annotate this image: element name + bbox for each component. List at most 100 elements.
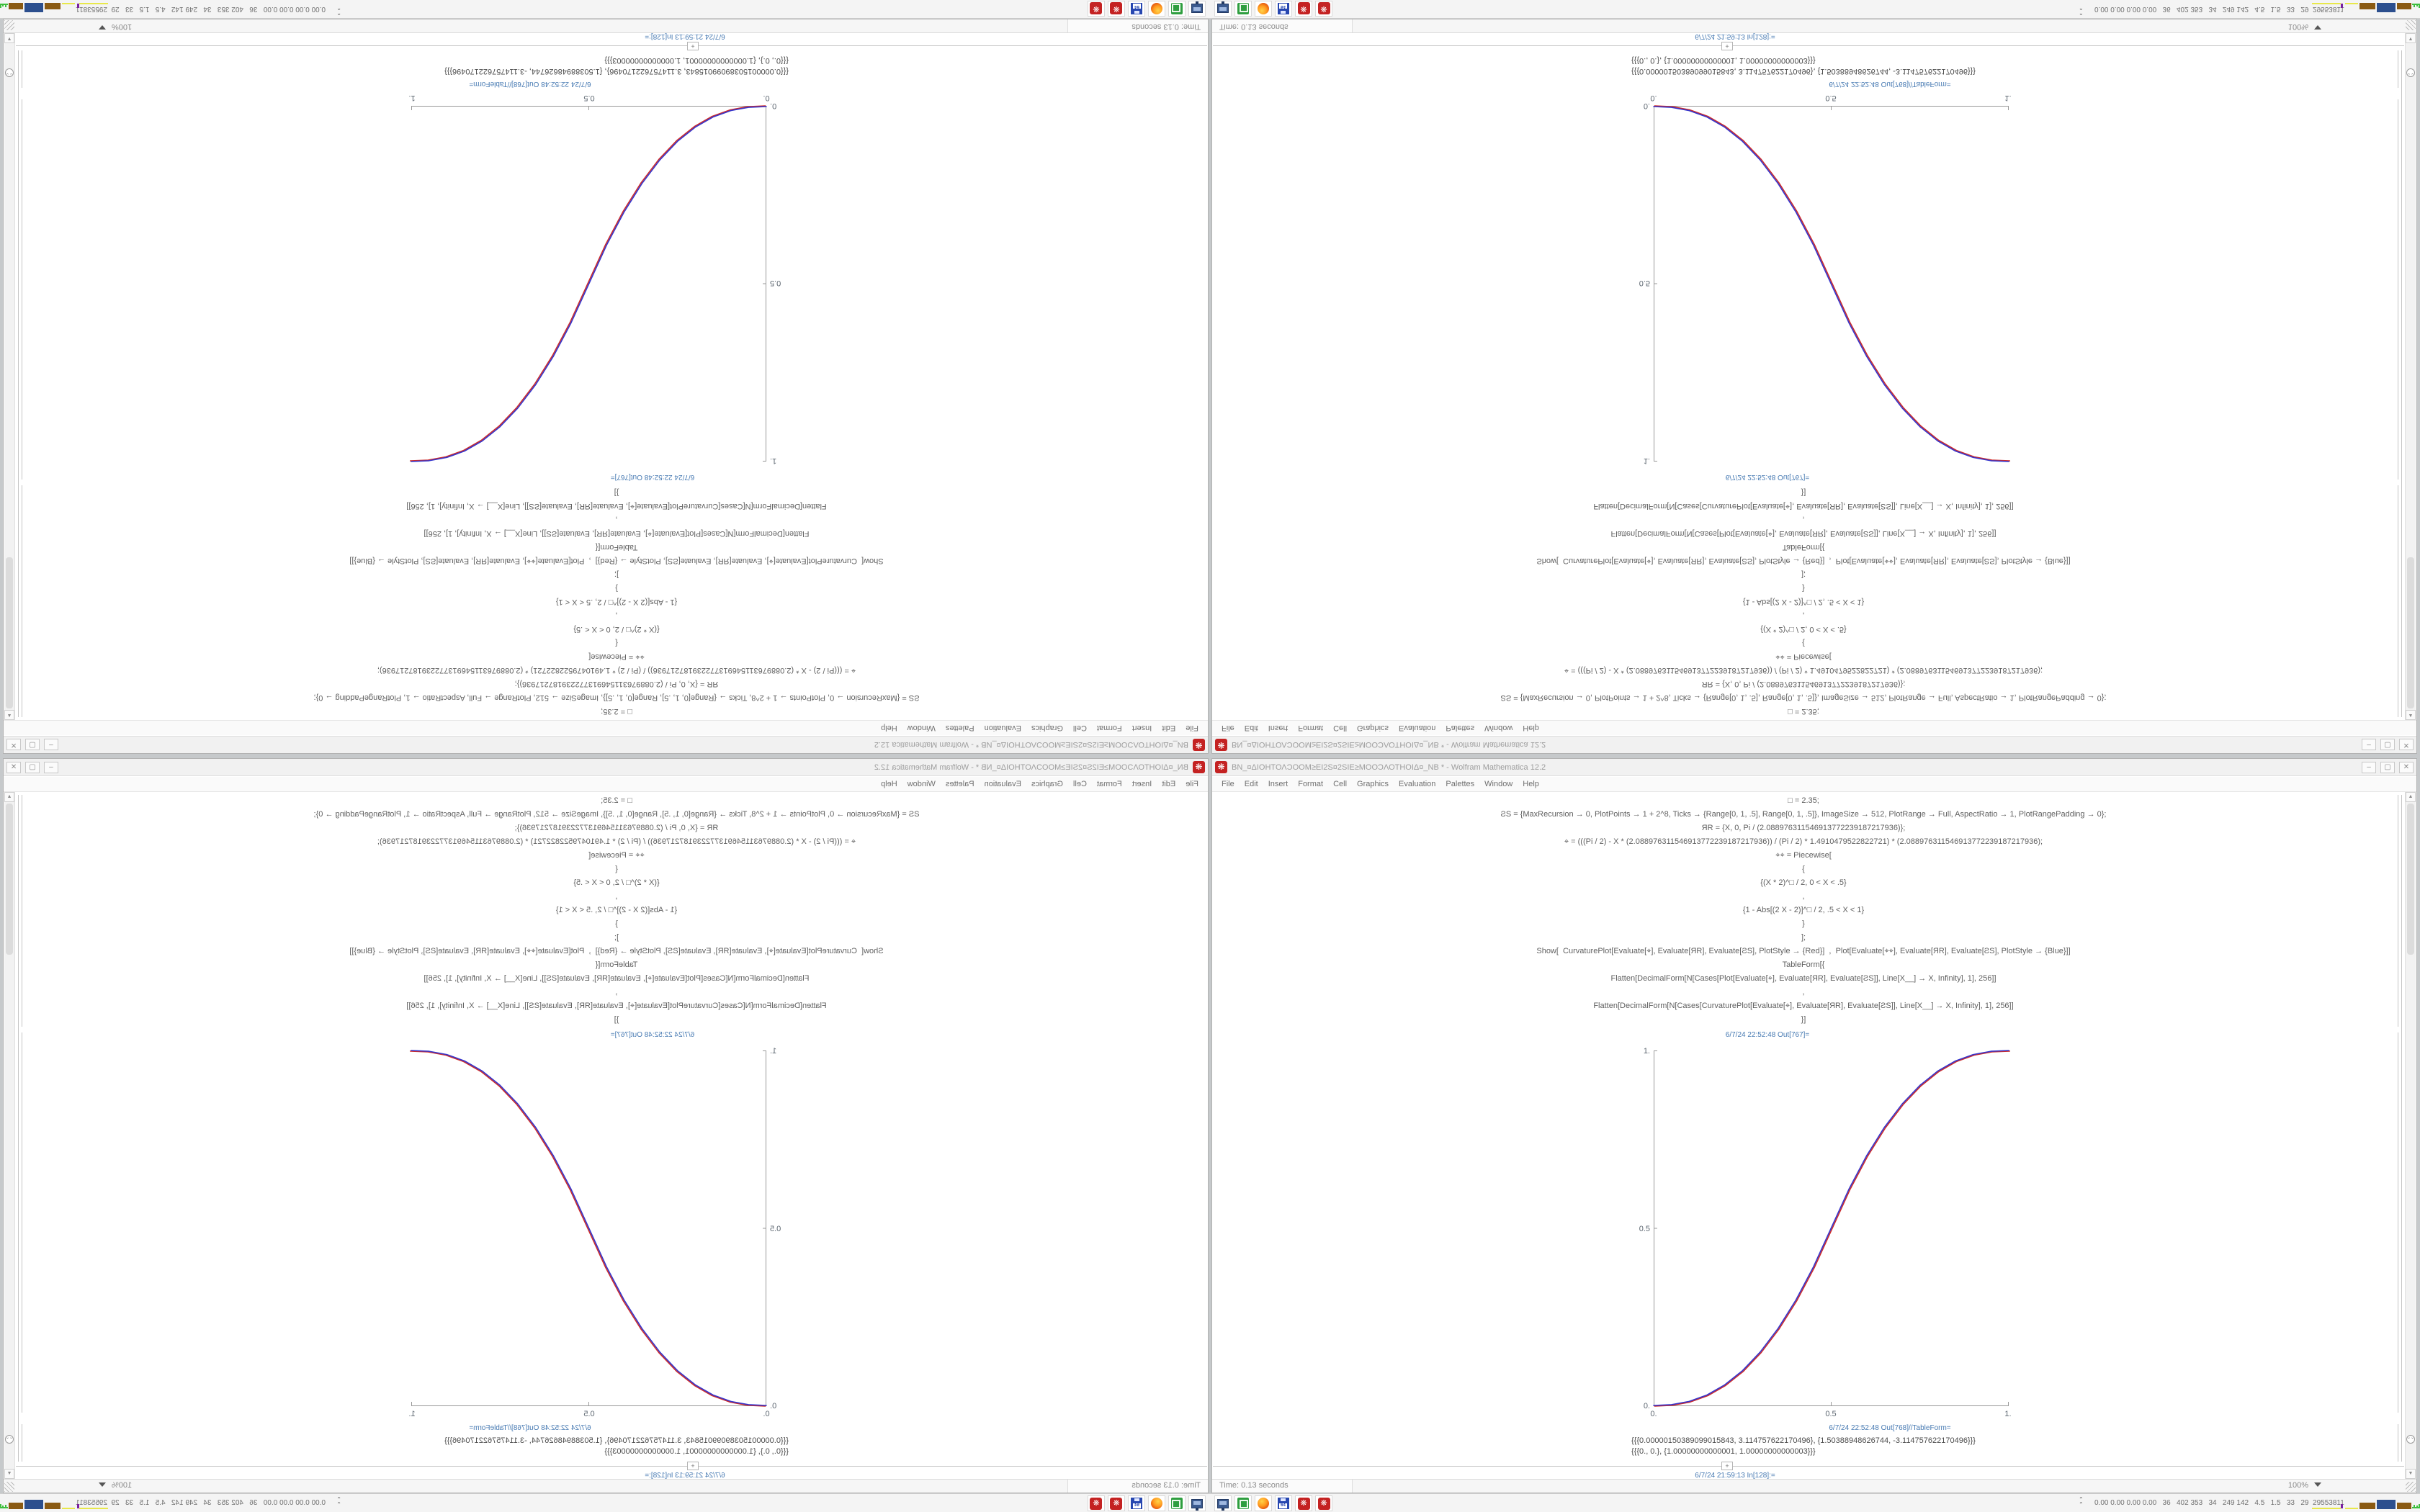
code-line[interactable]: □ = 2.35; bbox=[601, 796, 632, 805]
menu-item[interactable]: File bbox=[1222, 780, 1234, 788]
code-line[interactable]: } bbox=[1802, 919, 1805, 928]
taskbar-firefox-icon[interactable] bbox=[1255, 1495, 1272, 1511]
menu-item[interactable]: File bbox=[1186, 724, 1198, 732]
scroll-jump-icon[interactable]: ⌄⌄ bbox=[2406, 68, 2415, 77]
code-line[interactable]: ƧS = {MaxRecursion → 0, PlotPoints → 1 +… bbox=[1500, 693, 2107, 702]
notebook-content[interactable]: □ = 2.35; ƧS = {MaxRecursion → 0, PlotPoi… bbox=[4, 792, 1207, 1479]
taskbar-virtualbox-icon[interactable] bbox=[1234, 1, 1252, 17]
close-button[interactable]: ✕ bbox=[6, 761, 21, 773]
menu-item[interactable]: Evaluation bbox=[984, 780, 1021, 788]
menu-item[interactable]: Cell bbox=[1072, 780, 1087, 788]
zoom-dropdown-icon[interactable] bbox=[2314, 1482, 2321, 1487]
window-titlebar[interactable]: ❋ ΒΝ_¤ΔΙΟΗΤΟΛϽΟΟΜ≥ΕΙ2S¤2SΙΕ≥ΜΟΟϽΛΟΤΗΟΙΔ¤… bbox=[1212, 736, 2416, 753]
code-line[interactable]: ⌖⌖ = Piecewise[ bbox=[1775, 851, 1832, 860]
close-button[interactable]: ✕ bbox=[2399, 739, 2414, 751]
taskbar-mathematica-icon-1[interactable]: ❋ bbox=[1295, 1495, 1312, 1511]
code-line[interactable]: ⌖ = (((Pi / 2) - X * (2.0889763115469137… bbox=[377, 837, 856, 846]
taskbar-display-icon[interactable] bbox=[1188, 1, 1206, 17]
menu-item[interactable]: Palettes bbox=[1446, 780, 1475, 788]
close-button[interactable]: ✕ bbox=[6, 739, 21, 751]
menu-item[interactable]: Insert bbox=[1131, 780, 1152, 788]
scroll-down-icon[interactable]: ▼ bbox=[4, 1469, 14, 1479]
vertical-scrollbar[interactable]: ▲ ⌄⌄ ▼ bbox=[4, 792, 15, 1479]
input-cell-code[interactable]: □ = 2.35; ƧS = {MaxRecursion → 0, PlotPoi… bbox=[1213, 485, 2394, 718]
code-line[interactable]: ]; bbox=[614, 570, 619, 579]
code-line[interactable]: Flatten[DecimalForm[N[Cases[Plot[Evaluat… bbox=[424, 974, 810, 983]
menu-item[interactable]: Window bbox=[907, 724, 936, 732]
minimize-button[interactable]: – bbox=[44, 761, 58, 773]
scrollbar-thumb[interactable] bbox=[6, 804, 13, 955]
menu-item[interactable]: File bbox=[1222, 724, 1234, 732]
vertical-scrollbar[interactable]: ▲ ⌄⌄ ▼ bbox=[2405, 33, 2416, 720]
menu-item[interactable]: Palettes bbox=[945, 724, 974, 732]
code-line[interactable]: {(X * 2)^□ / 2, 0 < X < .5} bbox=[1760, 625, 1847, 634]
menu-item[interactable]: Graphics bbox=[1357, 724, 1389, 732]
code-line[interactable]: ƧS = {MaxRecursion → 0, PlotPoints → 1 +… bbox=[313, 693, 920, 702]
menu-item[interactable]: Insert bbox=[1268, 780, 1289, 788]
code-line[interactable]: }] bbox=[1801, 1015, 1806, 1024]
taskbar-firefox-icon[interactable] bbox=[1148, 1, 1165, 17]
taskbar-firefox-icon[interactable] bbox=[1255, 1, 1272, 17]
code-line[interactable]: ]; bbox=[614, 933, 619, 942]
code-line[interactable]: {1 - Abs[(2 X - 2)]^□ / 2, .5 < X < 1} bbox=[1742, 598, 1865, 606]
scrollbar-thumb[interactable] bbox=[6, 557, 13, 708]
code-line[interactable]: } bbox=[615, 584, 618, 593]
code-line[interactable]: ƧS = {MaxRecursion → 0, PlotPoints → 1 +… bbox=[313, 810, 920, 819]
menu-item[interactable]: Edit bbox=[1244, 724, 1258, 732]
code-line[interactable]: Show[ CurvaturePlot[Evaluate[⌖], Evaluat… bbox=[349, 557, 884, 565]
scroll-down-icon[interactable]: ▼ bbox=[4, 33, 14, 43]
code-line[interactable]: { bbox=[615, 639, 618, 647]
menu-item[interactable]: Format bbox=[1096, 780, 1122, 788]
taskbar-mathematica-icon-2[interactable]: ❋ bbox=[1315, 1495, 1332, 1511]
menu-item[interactable]: Help bbox=[1523, 724, 1539, 732]
resize-grip[interactable] bbox=[4, 1482, 14, 1492]
input-cell-code[interactable]: □ = 2.35; ƧS = {MaxRecursion → 0, PlotPoi… bbox=[26, 485, 1207, 718]
taskbar-display-icon[interactable] bbox=[1214, 1495, 1232, 1511]
input-cell-code[interactable]: □ = 2.35; ƧS = {MaxRecursion → 0, PlotPoi… bbox=[1213, 794, 2394, 1027]
status-zoom-level[interactable]: 100% bbox=[2287, 22, 2308, 31]
cell-bracket-group[interactable] bbox=[18, 50, 19, 717]
code-line[interactable]: , bbox=[1802, 892, 1805, 901]
code-line[interactable]: , bbox=[615, 611, 618, 620]
notebook-content[interactable]: □ = 2.35; ƧS = {MaxRecursion → 0, PlotPoi… bbox=[1213, 792, 2416, 1479]
code-line[interactable]: { bbox=[1802, 639, 1805, 647]
menu-item[interactable]: Edit bbox=[1162, 724, 1176, 732]
taskbar-virtualbox-icon[interactable] bbox=[1234, 1495, 1252, 1511]
code-line[interactable]: ⌖⌖ = Piecewise[ bbox=[588, 851, 645, 860]
notebook-content[interactable]: □ = 2.35; ƧS = {MaxRecursion → 0, PlotPoi… bbox=[4, 33, 1207, 720]
system-monitor-graph[interactable] bbox=[0, 1, 108, 14]
system-monitor-graph[interactable] bbox=[2312, 1, 2420, 14]
code-line[interactable]: Flatten[DecimalForm[N[Cases[CurvaturePlo… bbox=[1593, 1002, 2014, 1010]
menu-item[interactable]: File bbox=[1186, 780, 1198, 788]
menu-item[interactable]: Insert bbox=[1131, 724, 1152, 732]
code-line[interactable]: Flatten[DecimalForm[N[Cases[Plot[Evaluat… bbox=[1610, 529, 1996, 538]
taskbar-display-icon[interactable] bbox=[1214, 1, 1232, 17]
menu-item[interactable]: Help bbox=[1523, 780, 1539, 788]
code-line[interactable]: ЯR = {X, 0, Pi / (2.08897631154691377223… bbox=[514, 680, 719, 688]
taskbar-display-icon[interactable] bbox=[1188, 1495, 1206, 1511]
menu-item[interactable]: Graphics bbox=[1357, 780, 1389, 788]
zoom-dropdown-icon[interactable] bbox=[2314, 25, 2321, 30]
menu-item[interactable]: Window bbox=[907, 780, 936, 788]
insert-cell-plus-icon[interactable]: + bbox=[687, 42, 699, 50]
close-button[interactable]: ✕ bbox=[2399, 761, 2414, 773]
code-line[interactable]: ]; bbox=[1801, 570, 1806, 579]
insert-cell-plus-icon[interactable]: + bbox=[687, 1462, 699, 1470]
code-line[interactable]: } bbox=[615, 919, 618, 928]
code-line[interactable]: TableForm[{ bbox=[595, 960, 638, 969]
zoom-dropdown-icon[interactable] bbox=[99, 1482, 106, 1487]
cell-insertion-bar[interactable]: + bbox=[1213, 42, 2404, 50]
code-line[interactable]: TableForm[{ bbox=[1782, 543, 1825, 552]
scroll-down-icon[interactable]: ▼ bbox=[2406, 1469, 2416, 1479]
menu-item[interactable]: Format bbox=[1298, 724, 1324, 732]
notebook-content[interactable]: □ = 2.35; ƧS = {MaxRecursion → 0, PlotPoi… bbox=[1213, 33, 2416, 720]
code-line[interactable]: } bbox=[1802, 584, 1805, 593]
resize-grip[interactable] bbox=[4, 20, 14, 30]
code-line[interactable]: Flatten[DecimalForm[N[Cases[CurvaturePlo… bbox=[406, 502, 827, 510]
menu-item[interactable]: Cell bbox=[1333, 780, 1348, 788]
code-line[interactable]: {1 - Abs[(2 X - 2)]^□ / 2, .5 < X < 1} bbox=[555, 598, 678, 606]
code-line[interactable]: ⌖⌖ = Piecewise[ bbox=[1775, 652, 1832, 661]
code-line[interactable]: ⌖ = (((Pi / 2) - X * (2.0889763115469137… bbox=[377, 666, 856, 675]
cell-insertion-bar[interactable]: + bbox=[16, 1462, 1207, 1470]
zoom-dropdown-icon[interactable] bbox=[99, 25, 106, 30]
